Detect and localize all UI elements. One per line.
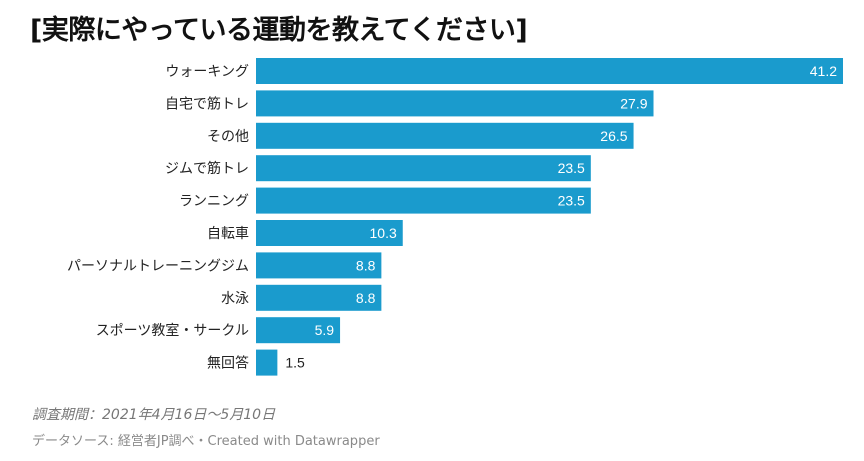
data-source: データソース: 経営者JP調べ・Created with Datawrapper [32,434,380,449]
value-label: 23.5 [558,160,585,176]
category-label: パーソナルトレーニングジム [67,258,249,274]
chart-title: [実際にやっている運動を教えてください] [30,15,528,46]
bar [256,317,341,344]
value-label: 8.8 [356,257,376,273]
value-label: 27.9 [620,95,647,111]
value-label: 26.5 [600,128,627,144]
value-label: 10.3 [370,225,397,241]
bar [256,122,634,149]
category-label: 自転車 [207,225,249,242]
bar [256,58,843,84]
category-label: その他 [207,129,249,145]
bar-chart: ウォーキング 41.2 自宅で筋トレ 27.9 その他 26.5 ジムで筋トレ 23.5 ランニ… [67,58,843,376]
category-label: 自宅で筋トレ [165,95,249,112]
bar [256,284,382,311]
value-label: 41.2 [810,63,837,79]
value-label: 23.5 [558,193,585,209]
category-label: 水泳 [221,291,249,307]
value-label: 5.9 [315,322,335,338]
category-label: ジムで筋トレ [165,160,249,177]
bar [256,252,382,279]
bar [256,349,278,376]
category-label: ランニング [179,194,249,210]
bar [256,220,403,246]
value-label: 1.5 [285,355,305,371]
bar [256,90,654,117]
category-label: ウォーキング [165,64,249,80]
survey-period: 調査期間：2021年4月16日〜5月10日 [32,407,276,423]
bar [256,155,591,182]
bar [256,187,591,214]
category-label: 無回答 [207,355,249,372]
category-label: スポーツ教室・サークル [96,322,249,339]
value-label: 8.8 [356,290,376,306]
